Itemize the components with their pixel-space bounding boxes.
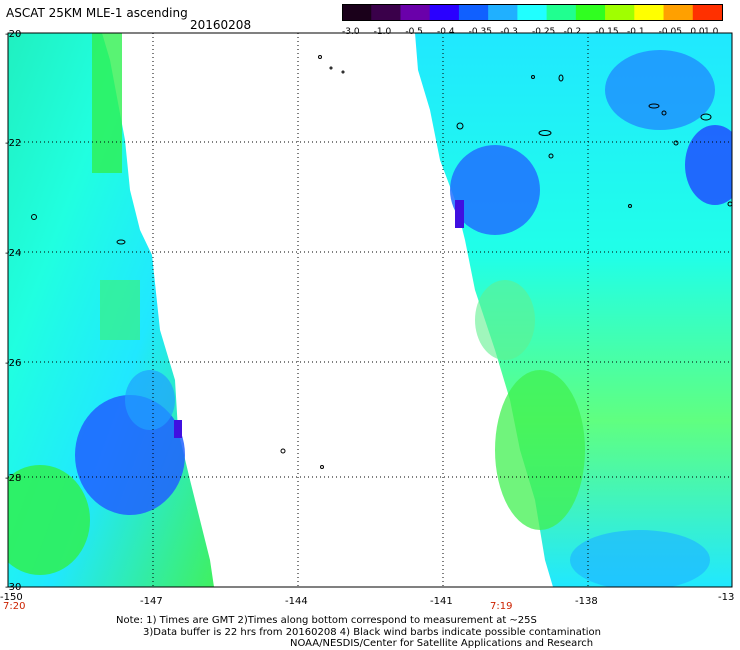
colorbar-label: 1.0 — [704, 27, 719, 36]
left-green-strip — [100, 280, 140, 340]
colorbar-swatch — [517, 5, 548, 20]
note-line-1: Note: 1) Times are GMT 2)Times along bot… — [116, 615, 537, 626]
left-light-blue-patch — [125, 370, 175, 430]
x-tick-label: -150 — [0, 592, 23, 603]
colorbar-label: -0.1 — [627, 27, 645, 36]
y-tick-label: -20 — [5, 29, 21, 40]
colorbar-label: -0.3 — [500, 27, 518, 36]
left-green-edge — [92, 33, 122, 173]
islands — [31, 55, 733, 469]
colorbar-swatch — [371, 5, 401, 20]
right-blue-patch-1 — [450, 145, 540, 235]
right-blue-patch-3 — [685, 125, 732, 205]
y-tick-label: -26 — [5, 358, 21, 369]
colorbar-swatch — [488, 5, 518, 20]
colorbar-swatch — [634, 5, 665, 20]
right-blue-patch-2 — [605, 50, 715, 130]
colorbar-label: -0.05 — [659, 27, 682, 36]
right-light-blue-patch — [570, 530, 710, 587]
x-tick-label: -13 — [718, 592, 734, 603]
product-title: ASCAT 25KM MLE-1 ascending — [6, 6, 188, 20]
x-axis: -150 -147 -144 -141 -138 -13 — [0, 592, 734, 607]
left-green-patch — [8, 465, 90, 575]
plot-frame — [7, 32, 733, 588]
color-scale-bar: -3.0 -1.0 -0.5 -0.4 -0.35 -0.3 -0.25 -0.2 -0.15-… — [342, 4, 723, 36]
colorbar-label: -0.2 — [564, 27, 582, 36]
right-green-patch — [495, 370, 585, 530]
colorbar-label: -0.4 — [437, 27, 455, 36]
x-tick-label: -144 — [285, 596, 308, 607]
left-violet-pixel — [174, 420, 182, 438]
colorbar-frame — [342, 4, 723, 21]
product-date: 20160208 — [190, 18, 252, 32]
colorbar-label: -0.35 — [469, 27, 492, 36]
right-green-patch-2 — [475, 280, 535, 360]
colorbar-swatch — [575, 5, 606, 20]
colorbar-label: 0.0 — [690, 27, 705, 36]
colorbar-swatch — [400, 5, 431, 20]
right-violet-pixel — [455, 200, 464, 228]
time-label-right: 7:19 — [490, 601, 512, 610]
colorbar-label: -1.0 — [374, 27, 392, 36]
colorbar-label: -0.5 — [405, 27, 423, 36]
grid — [8, 33, 732, 587]
x-tick-label: -141 — [430, 596, 453, 607]
time-label-left: 7:20 — [3, 601, 25, 610]
y-axis: -20 -22 -24 -26 -28 -30 — [5, 29, 21, 593]
note-line-2: 3)Data buffer is 22 hrs from 20160208 4)… — [143, 627, 601, 638]
colorbar-swatch — [429, 5, 460, 20]
colorbar-swatch — [605, 5, 635, 20]
y-tick-label: -22 — [5, 138, 21, 149]
x-tick-label: -138 — [575, 596, 598, 607]
colorbar-label: -0.25 — [532, 27, 555, 36]
colorbar-label: -0.15 — [595, 27, 618, 36]
colorbar-swatch — [342, 5, 372, 20]
colorbar-swatch — [692, 5, 723, 20]
x-tick-label: -147 — [140, 596, 163, 607]
note-line-3: NOAA/NESDIS/Center for Satellite Applica… — [290, 638, 594, 649]
colorbar-swatch — [458, 5, 489, 20]
colorbar-swatch — [663, 5, 694, 20]
y-tick-label: -28 — [5, 473, 21, 484]
colorbar-label: -3.0 — [342, 27, 360, 36]
y-tick-label: -30 — [5, 582, 21, 593]
y-tick-label: -24 — [5, 248, 21, 259]
colorbar-swatch — [546, 5, 577, 20]
wind-map: -20 -22 -24 -26 -28 -30 -150 -147 -144 -… — [0, 29, 734, 610]
